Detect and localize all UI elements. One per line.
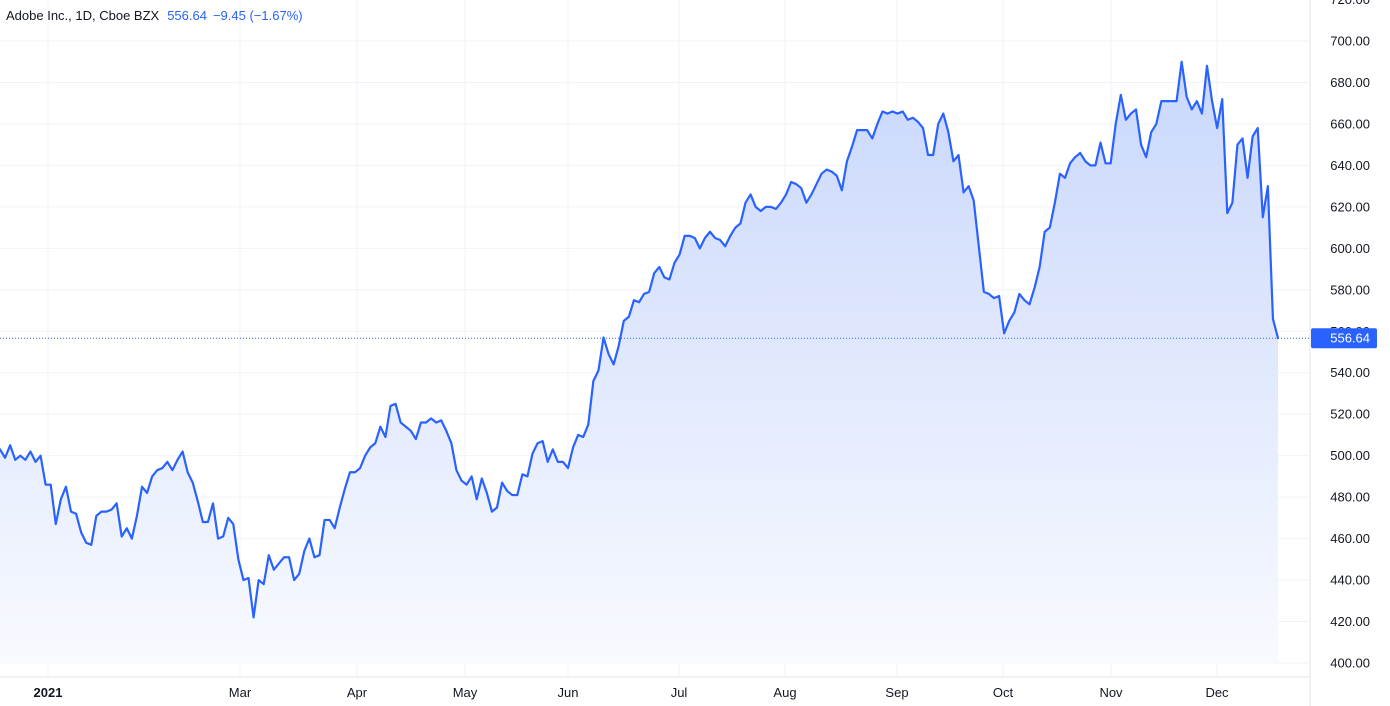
y-tick-label: 540.00	[1330, 365, 1370, 380]
x-tick-label: Aug	[773, 685, 796, 700]
symbol-title[interactable]: Adobe Inc., 1D, Cboe BZX	[6, 8, 160, 23]
x-tick-label: Nov	[1099, 685, 1123, 700]
x-tick-label: Jun	[558, 685, 579, 700]
y-tick-label: 680.00	[1330, 75, 1370, 90]
y-tick-label: 660.00	[1330, 116, 1370, 131]
x-tick-label: Sep	[885, 685, 908, 700]
last-price-label-text: 556.64	[1330, 331, 1370, 346]
chart-legend: Adobe Inc., 1D, Cboe BZX 556.64 −9.45 (−1.…	[6, 8, 303, 23]
y-tick-label: 720.00	[1330, 0, 1370, 7]
last-price-label: 556.64	[1311, 328, 1377, 349]
y-tick-label: 640.00	[1330, 158, 1370, 173]
x-tick-label: Oct	[993, 685, 1014, 700]
y-tick-label: 620.00	[1330, 199, 1370, 214]
y-tick-label: 440.00	[1330, 573, 1370, 588]
y-tick-label: 460.00	[1330, 531, 1370, 546]
last-price-label-background	[1311, 328, 1377, 349]
y-tick-label: 420.00	[1330, 614, 1370, 629]
price-area-fill	[0, 61, 1278, 664]
x-tick-label: Jul	[671, 685, 688, 700]
y-tick-label: 520.00	[1330, 407, 1370, 422]
x-tick-label: Apr	[347, 685, 368, 700]
last-price-value: 556.64	[167, 8, 207, 23]
time-axis[interactable]: 2021 Mar Apr May Jun Jul Aug Sep Oct Nov Dec	[34, 685, 1230, 700]
y-tick-label: 400.00	[1330, 656, 1370, 671]
x-tick-label: Dec	[1205, 685, 1229, 700]
y-tick-label: 580.00	[1330, 282, 1370, 297]
y-tick-label: 600.00	[1330, 241, 1370, 256]
y-tick-label: 700.00	[1330, 34, 1370, 49]
x-tick-label: 2021	[34, 685, 63, 700]
y-tick-label: 500.00	[1330, 448, 1370, 463]
price-change-value: −9.45 (−1.67%)	[212, 8, 303, 23]
y-tick-label: 480.00	[1330, 490, 1370, 505]
price-line	[0, 60, 1280, 619]
x-tick-label: Mar	[229, 685, 252, 700]
x-tick-label: May	[453, 685, 478, 700]
